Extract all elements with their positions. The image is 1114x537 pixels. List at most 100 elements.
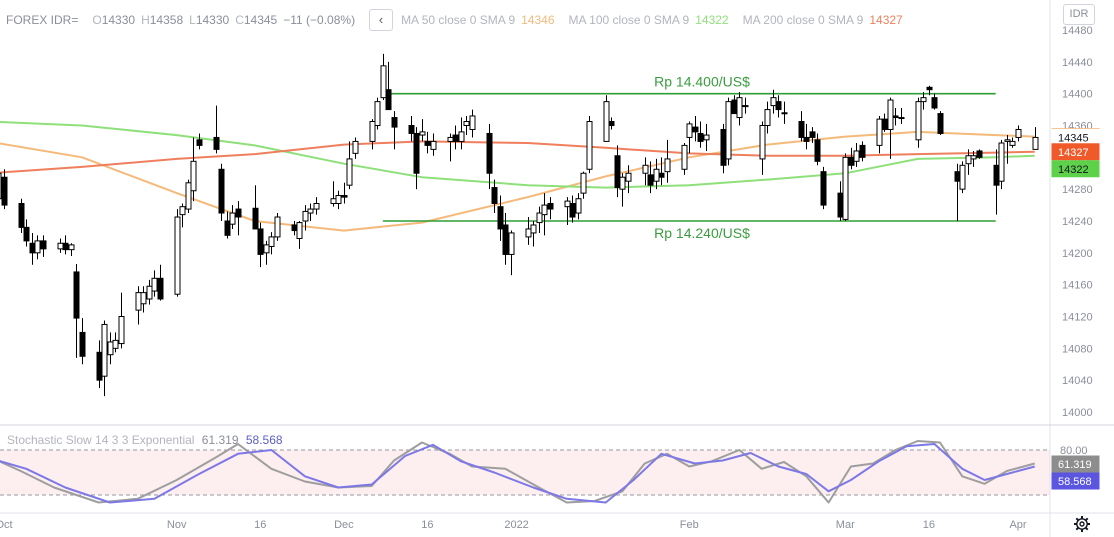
candle-body[interactable] <box>625 172 632 182</box>
candle-body[interactable] <box>881 118 888 130</box>
candle-body[interactable] <box>23 226 30 242</box>
candle-body[interactable] <box>413 132 420 174</box>
candle-body[interactable] <box>759 125 766 160</box>
candle-body[interactable] <box>391 117 398 128</box>
candle-body[interactable] <box>530 224 537 234</box>
candle-body[interactable] <box>447 136 454 142</box>
candle-body[interactable] <box>664 158 671 173</box>
candle-body[interactable] <box>385 89 392 111</box>
candle-body[interactable] <box>307 208 314 214</box>
candle-body[interactable] <box>229 212 236 225</box>
candle-body[interactable] <box>1015 128 1022 138</box>
candle-body[interactable] <box>408 125 415 134</box>
candle-body[interactable] <box>257 228 264 255</box>
candle-body[interactable] <box>959 164 966 190</box>
candle-body[interactable] <box>374 101 381 126</box>
candle-body[interactable] <box>335 195 342 204</box>
candle-body[interactable] <box>1 176 8 206</box>
candle-body[interactable] <box>341 195 348 198</box>
candle-body[interactable] <box>926 86 933 91</box>
candle-body[interactable] <box>224 220 231 236</box>
candle-body[interactable] <box>608 121 615 127</box>
candle-body[interactable] <box>302 210 309 222</box>
candle-body[interactable] <box>569 202 576 218</box>
candle-body[interactable] <box>580 172 587 194</box>
candle-body[interactable] <box>146 285 153 300</box>
candle-body[interactable] <box>647 174 654 186</box>
candle-body[interactable] <box>274 216 281 238</box>
candle-body[interactable] <box>185 182 192 210</box>
candle-body[interactable] <box>213 136 220 150</box>
candle-body[interactable] <box>703 134 710 141</box>
candle-body[interactable] <box>742 105 749 108</box>
candle-body[interactable] <box>380 65 387 99</box>
candle-body[interactable] <box>725 101 732 160</box>
candle-body[interactable] <box>658 172 665 178</box>
currency-button[interactable]: IDR <box>1063 4 1095 25</box>
candle-body[interactable] <box>452 134 459 142</box>
candle-body[interactable] <box>463 121 470 127</box>
candle-body[interactable] <box>29 242 36 254</box>
candle-body[interactable] <box>764 109 771 127</box>
candle-body[interactable] <box>976 150 983 158</box>
ma100-label[interactable]: MA 100 close 0 SMA 9 <box>568 13 690 27</box>
candle-body[interactable] <box>970 155 977 160</box>
ma200-label[interactable]: MA 200 close 0 SMA 9 <box>742 13 864 27</box>
candle-body[interactable] <box>151 277 158 292</box>
candle-body[interactable] <box>313 202 320 210</box>
candle-body[interactable] <box>937 113 944 134</box>
gear-icon[interactable] <box>1073 515 1091 533</box>
candle-body[interactable] <box>73 271 80 319</box>
candle-body[interactable] <box>62 242 69 251</box>
candle-body[interactable] <box>491 187 498 204</box>
ma50-label[interactable]: MA 50 close 0 SMA 9 <box>401 13 516 27</box>
candle-body[interactable] <box>954 171 961 182</box>
candle-body[interactable] <box>692 126 699 133</box>
candle-body[interactable] <box>196 139 203 146</box>
candle-body[interactable] <box>842 156 849 220</box>
candle-body[interactable] <box>1004 139 1011 142</box>
candle-body[interactable] <box>107 341 114 356</box>
candle-body[interactable] <box>837 192 844 218</box>
candle-body[interactable] <box>775 101 782 111</box>
candle-body[interactable] <box>252 207 259 230</box>
candle-body[interactable] <box>112 339 119 349</box>
candle-body[interactable] <box>352 140 359 154</box>
candle-body[interactable] <box>614 155 621 189</box>
candle-body[interactable] <box>920 97 927 103</box>
candle-body[interactable] <box>346 158 353 186</box>
candle-body[interactable] <box>508 232 515 255</box>
candle-body[interactable] <box>770 97 777 107</box>
candle-body[interactable] <box>268 236 275 247</box>
candle-body[interactable] <box>731 99 738 115</box>
candle-body[interactable] <box>157 277 164 300</box>
candle-body[interactable] <box>296 222 303 240</box>
candle-body[interactable] <box>118 316 125 345</box>
candle-body[interactable] <box>79 331 86 357</box>
candle-body[interactable] <box>179 206 186 216</box>
candle-body[interactable] <box>803 136 810 142</box>
candlesticks[interactable] <box>0 53 1039 397</box>
candle-body[interactable] <box>57 242 64 250</box>
candle-body[interactable] <box>915 101 922 141</box>
candle-body[interactable] <box>998 142 1005 182</box>
candle-body[interactable] <box>469 115 476 130</box>
candle-body[interactable] <box>486 132 493 174</box>
candle-body[interactable] <box>68 244 75 251</box>
candle-body[interactable] <box>1032 136 1039 150</box>
candle-body[interactable] <box>40 240 47 250</box>
candle-body[interactable] <box>263 244 270 254</box>
candle-body[interactable] <box>1009 140 1016 146</box>
candle-body[interactable] <box>34 240 41 254</box>
chevron-left-icon[interactable]: ‹ <box>369 9 394 31</box>
candle-body[interactable] <box>681 144 688 170</box>
candle-body[interactable] <box>536 212 543 224</box>
candle-body[interactable] <box>809 131 816 138</box>
candle-body[interactable] <box>686 123 693 138</box>
oscillator-label[interactable]: Stochastic Slow 14 3 3 Exponential <box>7 433 195 447</box>
candle-body[interactable] <box>848 156 855 166</box>
candle-body[interactable] <box>424 140 431 146</box>
candle-body[interactable] <box>898 117 905 120</box>
candle-body[interactable] <box>853 150 860 162</box>
